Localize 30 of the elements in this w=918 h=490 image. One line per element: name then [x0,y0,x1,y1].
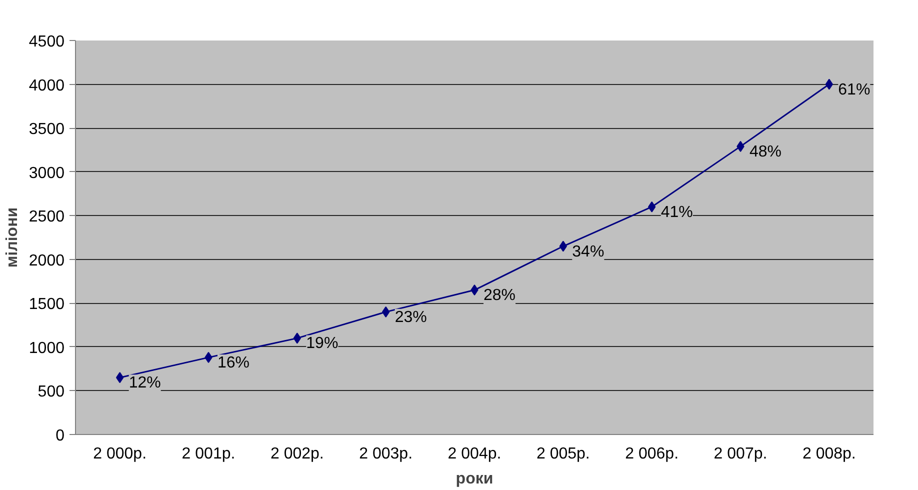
annotation: 16% [218,354,250,372]
x-tick-label: 2 003р. [359,446,413,462]
x-tick-label: 2 002р. [270,446,324,462]
y-tick-label: 2000 [28,252,65,270]
y-tick-label: 1000 [28,340,65,357]
annotation: 23% [394,308,427,326]
y-tick-label: 3500 [28,121,65,138]
y-tick-label: 500 [38,384,65,401]
y-tick-label: 1500 [28,296,65,314]
annotation: 61% [838,81,870,98]
x-tick-label: 2 001р. [182,446,236,462]
y-tick-label: 4000 [28,77,65,94]
x-tick-label: 2 008р. [802,446,856,462]
y-tick-label: 4500 [28,34,65,50]
annotation: 34% [572,243,604,260]
y-axis-title: міліони [4,207,21,268]
annotation: 41% [660,204,693,221]
y-tick-label: 0 [56,428,65,444]
annotation: 48% [750,143,782,160]
annotation: 19% [306,335,338,352]
x-tick-label: 2 006р. [625,446,679,462]
x-axis-title: роки [456,470,494,488]
annotation: 12% [128,374,161,392]
y-tick-label: 2500 [28,208,65,226]
x-tick-label: 2 007р. [714,446,768,462]
x-tick-label: 2 005р. [536,446,590,462]
annotation: 28% [484,287,516,304]
x-tick-label: 2 004р. [448,446,502,462]
y-tick-label: 3000 [28,164,65,182]
x-tick-label: 2 000р. [93,446,147,462]
